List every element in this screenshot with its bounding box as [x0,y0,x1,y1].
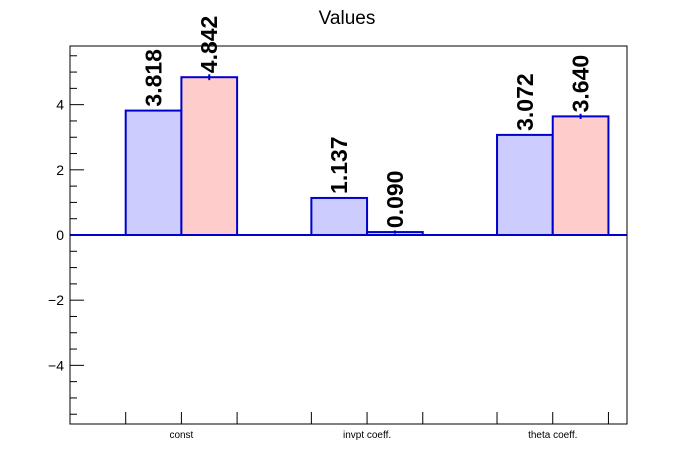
value-label: 4.842 [196,16,222,74]
bar [180,76,239,236]
category-label: invpt coeff. [343,430,391,441]
category-label: theta coeff. [528,430,577,441]
y-tick-label: −4 [48,357,64,373]
value-label: 0.090 [382,171,408,229]
bar [496,133,554,236]
bar [551,115,610,236]
value-labels: 3.818 1.137 3.072 4.842 0.090 3.640 [141,16,594,228]
bar [310,196,369,236]
bars [124,74,610,237]
y-tick-label: 4 [56,97,64,113]
y-tick-label: −2 [48,292,64,308]
value-label: 3.818 [141,49,167,107]
y-tick-label: 0 [56,227,64,243]
plot-frame [69,45,628,425]
bar [124,109,183,236]
value-label: 3.072 [512,73,538,131]
category-label: const [169,430,193,441]
value-label: 3.640 [568,55,594,113]
y-tick-label: 2 [56,162,64,178]
value-label: 1.137 [326,136,352,194]
chart-title: Values [319,8,376,29]
